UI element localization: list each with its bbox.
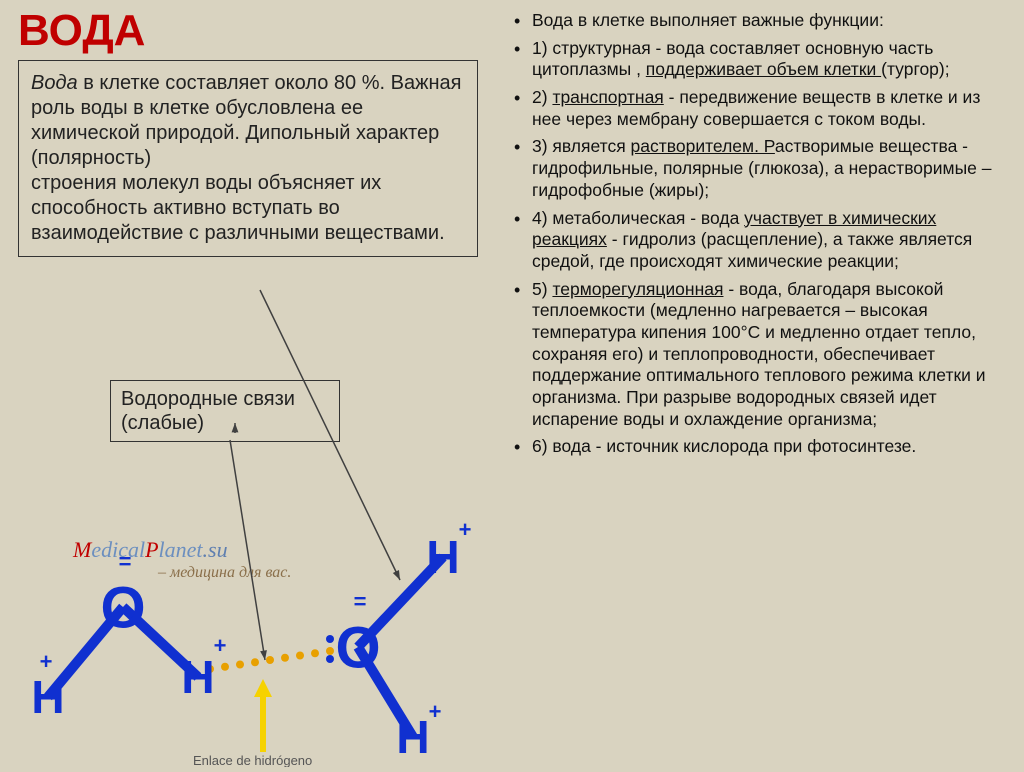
left-lead: Вода: [31, 72, 78, 94]
functions-item: 1) структурная - вода составляет основну…: [510, 38, 1010, 81]
svg-text:+: +: [40, 649, 53, 674]
functions-intro: Вода в клетке выполняет важные функции:: [510, 10, 1010, 32]
functions-item: 3) является растворителем. Растворимые в…: [510, 136, 1010, 201]
item-pre: 6) вода - источник кислорода при фотосин…: [532, 436, 916, 456]
functions-item: 5) терморегуляционная - вода, благодаря …: [510, 279, 1010, 431]
item-pre: 3) является: [532, 136, 631, 156]
page-title: ВОДА: [18, 6, 145, 56]
item-pre: 4) метаболическая - вода: [532, 208, 744, 228]
left-text-2: строения молекул воды объясняет их спосо…: [31, 171, 465, 246]
svg-text:O: O: [100, 575, 145, 640]
svg-text:Enlace de hidrógeno: Enlace de hidrógeno: [193, 753, 312, 767]
svg-text:H: H: [31, 671, 64, 723]
item-underlined: поддерживает объем клетки: [646, 59, 881, 79]
item-post: (тургор);: [881, 59, 949, 79]
svg-text:+: +: [459, 517, 472, 542]
svg-text:MedicalPlanet.su: MedicalPlanet.su: [72, 537, 228, 562]
item-post: - вода, благодаря высокой теплоемкости (…: [532, 279, 986, 429]
hbond-line1: Водородные связи: [121, 387, 329, 411]
item-pre: 2): [532, 87, 552, 107]
left-text-1: в клетке составляет около 80 %. Важная р…: [31, 72, 461, 169]
item-underlined: растворителем. Р: [631, 136, 775, 156]
svg-text:+: +: [429, 699, 442, 724]
svg-text:=: =: [354, 589, 367, 614]
svg-text:– медицина для вас.: – медицина для вас.: [157, 564, 291, 581]
left-info-box: Вода в клетке составляет около 80 %. Важ…: [18, 60, 478, 257]
svg-text:H: H: [181, 651, 214, 703]
svg-text:H: H: [426, 531, 459, 583]
water-molecule-diagram: OOHHHH==++++MedicalPlanet.su– медицина д…: [18, 457, 498, 767]
svg-text:O: O: [335, 615, 380, 680]
svg-text:H: H: [396, 711, 429, 763]
item-underlined: транспортная: [552, 87, 663, 107]
functions-item: 4) метаболическая - вода участвует в хим…: [510, 208, 1010, 273]
functions-item: 6) вода - источник кислорода при фотосин…: [510, 436, 1010, 458]
hbond-line2: (слабые): [121, 411, 329, 435]
functions-list: Вода в клетке выполняет важные функции: 1…: [510, 10, 1010, 464]
functions-item: 2) транспортная - передвижение веществ в…: [510, 87, 1010, 130]
item-underlined: терморегуляционная: [552, 279, 723, 299]
svg-text:+: +: [214, 633, 227, 658]
item-pre: 5): [532, 279, 552, 299]
hydrogen-bond-label-box: Водородные связи (слабые): [110, 380, 340, 442]
